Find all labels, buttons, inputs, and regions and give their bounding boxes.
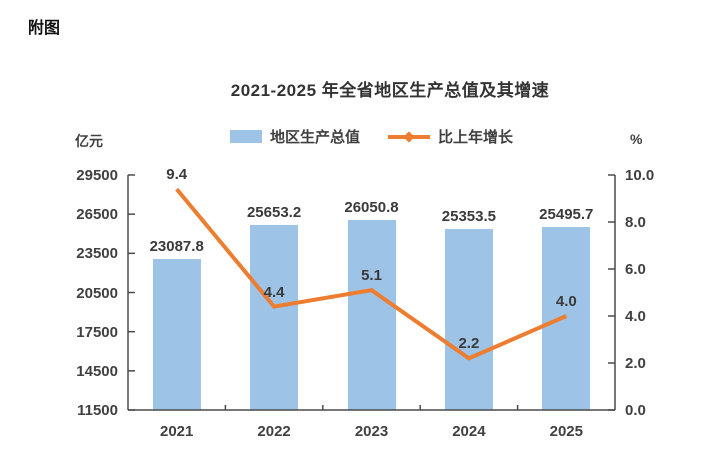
right-axis-tick-label: 8.0 xyxy=(625,214,646,231)
line-point-label: 4.4 xyxy=(263,283,285,301)
left-axis-tick-label: 26500 xyxy=(76,206,118,224)
bar-value-label: 23087.8 xyxy=(149,237,204,255)
chart-legend: 地区生产总值 比上年增长 xyxy=(128,126,615,147)
right-axis-tick-label: 4.0 xyxy=(625,308,646,325)
bar xyxy=(250,225,299,410)
category-label: 2023 xyxy=(354,423,389,440)
left-axis-unit: 亿元 xyxy=(75,133,103,149)
page-heading: 附图 xyxy=(28,20,61,37)
bar-legend-label: 地区生产总值 xyxy=(269,129,360,146)
left-axis-tick-label: 11500 xyxy=(77,402,118,419)
bar-legend-swatch-icon xyxy=(229,130,262,143)
right-axis-tick-label: 2.0 xyxy=(625,355,646,372)
category-label: 2025 xyxy=(549,423,583,440)
bar xyxy=(152,258,201,410)
category-label: 2022 xyxy=(257,423,291,440)
line-point-label: 2.2 xyxy=(458,335,480,353)
bar xyxy=(347,220,396,410)
chart-title: 2021-2025 年全省地区生产总值及其增速 xyxy=(230,81,550,100)
line-legend-label: 比上年增长 xyxy=(438,129,514,146)
left-axis-tick-label: 23500 xyxy=(76,245,118,263)
left-axis-tick-label: 14500 xyxy=(76,362,118,380)
line-legend-swatch-icon xyxy=(388,130,430,143)
left-axis-tick-label: 29500 xyxy=(76,167,118,184)
left-axis-tick-label: 20500 xyxy=(76,284,118,302)
growth-line xyxy=(175,187,568,361)
bar xyxy=(444,229,493,410)
line-point-label: 5.1 xyxy=(361,267,382,285)
bar xyxy=(542,227,591,410)
right-axis-tick-label: 10.0 xyxy=(625,167,655,184)
left-axis-tick-label: 17500 xyxy=(76,323,118,341)
category-label: 2021 xyxy=(160,423,194,440)
bar-value-label: 25353.5 xyxy=(441,208,496,226)
right-axis-unit: % xyxy=(630,131,643,147)
right-axis-tick-label: 0.0 xyxy=(625,402,646,419)
category-label: 2024 xyxy=(452,423,486,440)
bar-value-label: 26050.8 xyxy=(344,199,399,217)
right-axis-tick-label: 6.0 xyxy=(625,261,646,278)
bar-value-label: 25495.7 xyxy=(539,206,594,224)
line-point-label: 4.0 xyxy=(555,293,577,310)
bar-value-label: 25653.2 xyxy=(246,204,302,222)
line-point-label: 9.4 xyxy=(166,166,188,184)
